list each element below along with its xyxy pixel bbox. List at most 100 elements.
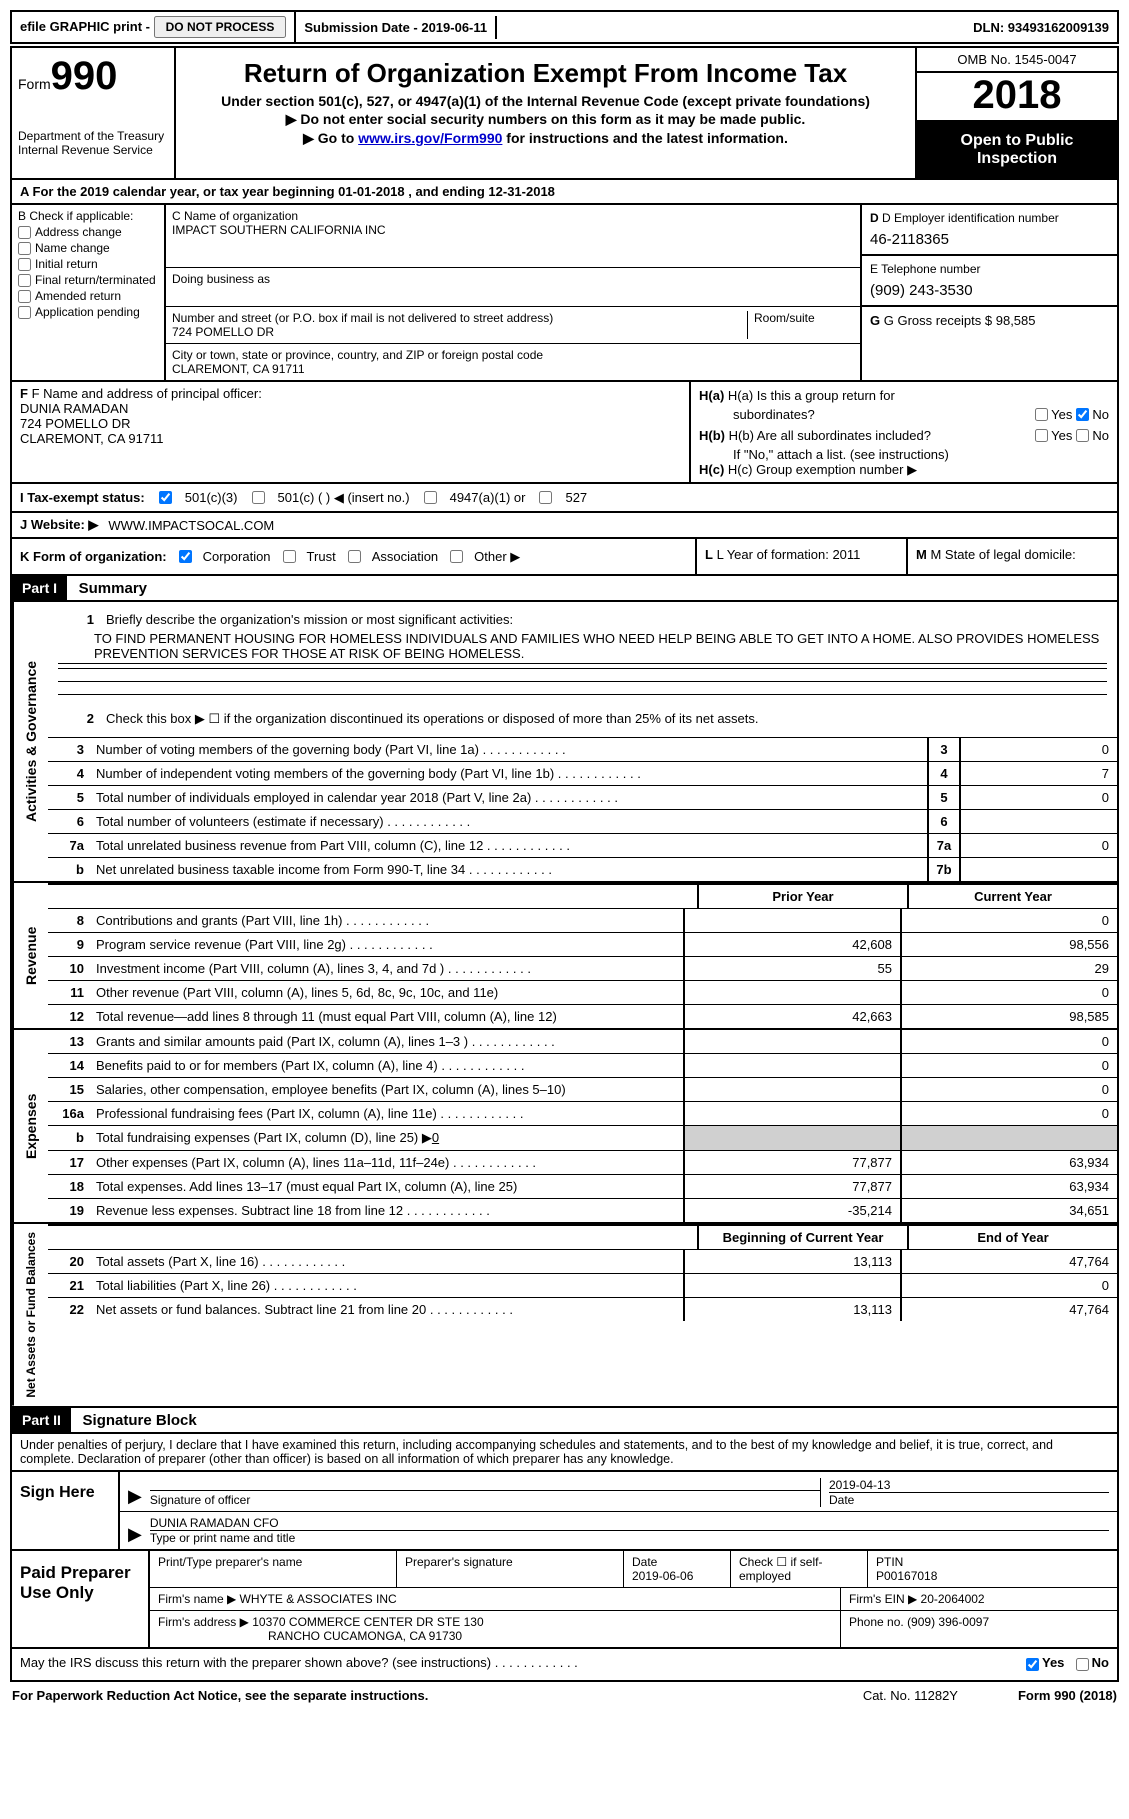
officer-street: 724 POMELLO DR xyxy=(20,416,681,431)
ein-label: D D Employer identification number xyxy=(870,211,1109,225)
discuss-no-check[interactable] xyxy=(1076,1658,1089,1671)
b-label: B Check if applicable: xyxy=(18,209,158,223)
trust-check[interactable] xyxy=(283,550,296,563)
end-year-head: End of Year xyxy=(907,1226,1117,1249)
line1-label: Briefly describe the organization's miss… xyxy=(100,608,1107,631)
address-change-check[interactable] xyxy=(18,226,31,239)
dln: DLN: 93493162009139 xyxy=(965,16,1117,39)
website-note: ▶ Go to www.irs.gov/Form990 for instruct… xyxy=(186,130,905,147)
submission-date: Submission Date - 2019-06-11 xyxy=(296,16,497,39)
line22: Net assets or fund balances. Subtract li… xyxy=(90,1298,683,1321)
city-label: City or town, state or province, country… xyxy=(172,348,854,362)
cat-number: Cat. No. 11282Y xyxy=(863,1688,958,1703)
section-bcd: B Check if applicable: Address change Na… xyxy=(10,205,1119,382)
line9: Program service revenue (Part VIII, line… xyxy=(90,933,683,956)
501c3-check[interactable] xyxy=(159,491,172,504)
k-row: K Form of organization: Corporation Trus… xyxy=(10,539,1119,576)
line16b: Total fundraising expenses (Part IX, col… xyxy=(90,1126,683,1150)
ein: 46-2118365 xyxy=(870,225,1109,248)
prep-date: Date2019-06-06 xyxy=(624,1551,731,1587)
ptin: PTINP00167018 xyxy=(868,1551,1117,1587)
line11: Other revenue (Part VIII, column (A), li… xyxy=(90,981,683,1004)
website: WWW.IMPACTSOCAL.COM xyxy=(108,518,274,533)
firm-address: Firm's address ▶ 10370 COMMERCE CENTER D… xyxy=(150,1611,841,1647)
hc-label: H(c) H(c) Group exemption number ▶ xyxy=(699,462,1109,478)
line21: Total liabilities (Part X, line 26) xyxy=(90,1274,683,1297)
room-label: Room/suite xyxy=(754,311,854,325)
line4: Number of independent voting members of … xyxy=(90,762,927,785)
line16a: Professional fundraising fees (Part IX, … xyxy=(90,1102,683,1125)
sig-date-label: Date xyxy=(829,1492,1109,1507)
line17: Other expenses (Part IX, column (A), lin… xyxy=(90,1151,683,1174)
form-label: Form xyxy=(18,76,51,92)
header-left: Form 990 Department of the Treasury Inte… xyxy=(12,48,176,178)
footer: For Paperwork Reduction Act Notice, see … xyxy=(10,1682,1119,1709)
prior-year-head: Prior Year xyxy=(697,885,907,908)
ha-no-check[interactable] xyxy=(1076,408,1089,421)
line7a: Total unrelated business revenue from Pa… xyxy=(90,834,927,857)
top-bar: efile GRAPHIC print - DO NOT PROCESS Sub… xyxy=(10,10,1119,44)
city: CLAREMONT, CA 91711 xyxy=(172,362,854,376)
print-button[interactable]: DO NOT PROCESS xyxy=(154,16,287,38)
v7a: 0 xyxy=(959,834,1117,857)
hb-yes-check[interactable] xyxy=(1035,429,1048,442)
assoc-check[interactable] xyxy=(348,550,361,563)
hb-no-check[interactable] xyxy=(1076,429,1089,442)
current-year-head: Current Year xyxy=(907,885,1117,908)
type-name-label: Type or print name and title xyxy=(150,1530,1109,1545)
other-check[interactable] xyxy=(450,550,463,563)
discuss-yes-check[interactable] xyxy=(1026,1658,1039,1671)
v5: 0 xyxy=(959,786,1117,809)
header-center: Return of Organization Exempt From Incom… xyxy=(176,48,915,178)
dept-treasury: Department of the Treasury xyxy=(18,129,168,143)
v7b xyxy=(959,858,1117,881)
revenue-section: Revenue Prior YearCurrent Year 8Contribu… xyxy=(10,883,1119,1030)
form-subtitle: Under section 501(c), 527, or 4947(a)(1)… xyxy=(186,93,905,109)
sign-here-label: Sign Here xyxy=(12,1472,120,1549)
discuss-row: May the IRS discuss this return with the… xyxy=(10,1649,1119,1682)
line2: Check this box ▶ ☐ if the organization d… xyxy=(100,707,1107,731)
arrow-icon: ▶ xyxy=(128,1524,142,1545)
line14: Benefits paid to or for members (Part IX… xyxy=(90,1054,683,1077)
line6: Total number of volunteers (estimate if … xyxy=(90,810,927,833)
part1-header: Part I xyxy=(12,576,67,600)
header-right: OMB No. 1545-0047 2018 Open to Public In… xyxy=(915,48,1117,178)
perjury-declaration: Under penalties of perjury, I declare th… xyxy=(12,1434,1117,1470)
firm-name: Firm's name ▶ WHYTE & ASSOCIATES INC xyxy=(150,1588,841,1610)
final-return-check[interactable] xyxy=(18,274,31,287)
v3: 0 xyxy=(959,738,1117,761)
arrow-icon: ▶ xyxy=(128,1486,142,1507)
part2-header: Part II xyxy=(12,1408,71,1432)
v6 xyxy=(959,810,1117,833)
net-side-label: Net Assets or Fund Balances xyxy=(12,1224,48,1406)
initial-return-check[interactable] xyxy=(18,258,31,271)
ha-yes-check[interactable] xyxy=(1035,408,1048,421)
k-column: K Form of organization: Corporation Trus… xyxy=(12,539,695,574)
4947-check[interactable] xyxy=(424,491,437,504)
form-ref: Form 990 (2018) xyxy=(1018,1688,1117,1703)
527-check[interactable] xyxy=(539,491,552,504)
line20: Total assets (Part X, line 16) xyxy=(90,1250,683,1273)
efile-label: efile GRAPHIC print - DO NOT PROCESS xyxy=(12,12,296,42)
line3: Number of voting members of the governin… xyxy=(90,738,927,761)
ha-label: H(a) H(a) Is this a group return for xyxy=(699,388,1109,403)
omb-number: OMB No. 1545-0047 xyxy=(917,48,1117,73)
tax-year: 2018 xyxy=(917,73,1117,122)
paid-preparer-label: Paid Preparer Use Only xyxy=(12,1551,150,1647)
501c-check[interactable] xyxy=(252,491,265,504)
prep-name-label: Print/Type preparer's name xyxy=(150,1551,397,1587)
amended-return-check[interactable] xyxy=(18,290,31,303)
phone-label: E Telephone number xyxy=(870,262,1109,276)
mission-text: TO FIND PERMANENT HOUSING FOR HOMELESS I… xyxy=(58,631,1107,664)
corp-check[interactable] xyxy=(179,550,192,563)
name-change-check[interactable] xyxy=(18,242,31,255)
irs-link[interactable]: www.irs.gov/Form990 xyxy=(358,130,502,146)
section-a: A For the 2019 calendar year, or tax yea… xyxy=(10,180,1119,205)
firm-phone: Phone no. (909) 396-0097 xyxy=(841,1611,1117,1647)
officer-name: DUNIA RAMADAN xyxy=(20,401,681,416)
paperwork-notice: For Paperwork Reduction Act Notice, see … xyxy=(12,1688,428,1703)
app-pending-check[interactable] xyxy=(18,306,31,319)
officer-typed-name: DUNIA RAMADAN CFO xyxy=(150,1516,1109,1530)
form-header: Form 990 Department of the Treasury Inte… xyxy=(10,46,1119,180)
org-name: IMPACT SOUTHERN CALIFORNIA INC xyxy=(172,223,854,237)
